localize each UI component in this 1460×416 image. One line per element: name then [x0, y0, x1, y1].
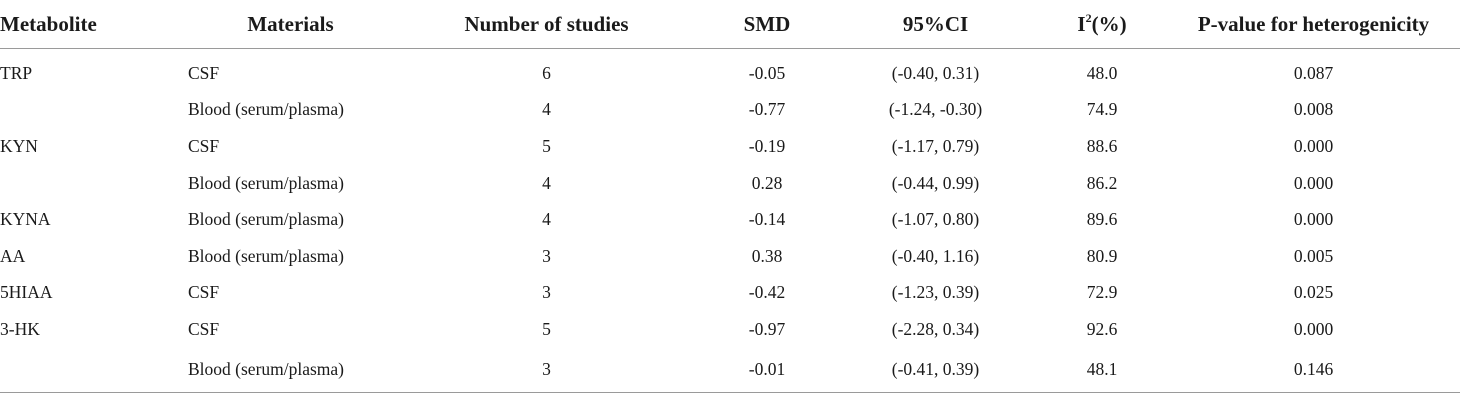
cell-material: CSF: [188, 62, 220, 83]
cell-i-squared: 88.6: [1086, 135, 1118, 156]
header-i-squared: I2(%): [1037, 0, 1167, 49]
cell-metabolite: 3-HK: [0, 318, 40, 339]
table-row: KYNA Blood (serum/plasma) 4 -0.14 (-1.07, 0.…: [0, 201, 1460, 238]
table-row: Blood (serum/plasma) 4 -0.77 (-1.24, -0.30)…: [0, 92, 1460, 129]
header-i-squared-superscript: 2: [1085, 10, 1092, 25]
cell-95ci: (-0.40, 1.16): [891, 245, 980, 266]
table-row: 5HIAA CSF 3 -0.42 (-1.23, 0.39) 72.9 0.025: [0, 275, 1460, 312]
header-materials: Materials: [188, 0, 393, 49]
cell-i-squared: 92.6: [1086, 318, 1118, 339]
cell-smd: 0.38: [751, 245, 783, 266]
cell-metabolite: KYN: [0, 135, 38, 156]
cell-i-squared: 48.1: [1037, 347, 1167, 393]
cell-p-value: 0.025: [1293, 282, 1334, 303]
cell-smd: 0.28: [751, 172, 783, 193]
cell-number-of-studies: 5: [542, 318, 551, 339]
cell-metabolite: [0, 92, 188, 129]
cell-95ci: (-1.17, 0.79): [891, 135, 980, 156]
cell-smd: -0.01: [700, 347, 834, 393]
cell-number-of-studies: 4: [542, 172, 551, 193]
header-number-of-studies: Number of studies: [393, 0, 700, 49]
cell-95ci: (-1.23, 0.39): [891, 282, 980, 303]
cell-material: CSF: [188, 318, 220, 339]
cell-number-of-studies: 4: [542, 99, 551, 120]
cell-material: CSF: [188, 282, 220, 303]
cell-number-of-studies: 6: [542, 62, 551, 83]
cell-95ci: (-0.44, 0.99): [891, 172, 980, 193]
cell-number-of-studies: 4: [542, 209, 551, 230]
cell-number-of-studies: 3: [542, 245, 551, 266]
cell-material: Blood (serum/plasma): [188, 347, 393, 393]
table-row: 3-HK CSF 5 -0.97 (-2.28, 0.34) 92.6 0.000: [0, 311, 1460, 348]
header-smd: SMD: [700, 0, 834, 49]
cell-p-value: 0.005: [1293, 245, 1334, 266]
cell-95ci: (-2.28, 0.34): [891, 318, 980, 339]
table-body: TRP CSF 6 -0.05 (-0.40, 0.31) 48.0 0.087 Blood …: [0, 49, 1460, 393]
cell-number-of-studies: 5: [542, 135, 551, 156]
cell-smd: -0.19: [748, 135, 786, 156]
cell-p-value: 0.087: [1293, 62, 1334, 83]
header-i-squared-base: I: [1077, 11, 1086, 36]
cell-i-squared: 80.9: [1086, 245, 1118, 266]
cell-95ci: (-0.41, 0.39): [834, 347, 1037, 393]
meta-analysis-table: Metabolite Materials Number of studies S…: [0, 0, 1460, 393]
cell-i-squared: 86.2: [1086, 172, 1118, 193]
table-row: TRP CSF 6 -0.05 (-0.40, 0.31) 48.0 0.087: [0, 49, 1460, 92]
cell-p-value: 0.008: [1293, 99, 1334, 120]
header-i-squared-unit: (%): [1091, 11, 1127, 36]
table-row: AA Blood (serum/plasma) 3 0.38 (-0.40, 1.16)…: [0, 238, 1460, 275]
table-row: KYN CSF 5 -0.19 (-1.17, 0.79) 88.6 0.000: [0, 128, 1460, 165]
cell-material: CSF: [188, 135, 220, 156]
cell-p-value: 0.000: [1293, 172, 1334, 193]
cell-metabolite: AA: [0, 245, 26, 266]
header-95ci: 95%CI: [834, 0, 1037, 49]
cell-smd: -0.42: [748, 282, 786, 303]
cell-metabolite: TRP: [0, 62, 33, 83]
cell-i-squared: 89.6: [1086, 209, 1118, 230]
cell-metabolite: KYNA: [0, 209, 51, 230]
cell-number-of-studies: 3: [542, 282, 551, 303]
cell-p-value: 0.146: [1167, 347, 1460, 393]
cell-95ci: (-1.07, 0.80): [891, 209, 980, 230]
meta-analysis-table-container: Metabolite Materials Number of studies S…: [0, 0, 1460, 393]
cell-95ci: (-1.24, -0.30): [888, 99, 983, 120]
header-p-value: P-value for heterogenicity: [1167, 0, 1460, 49]
cell-p-value: 0.000: [1293, 318, 1334, 339]
table-header: Metabolite Materials Number of studies S…: [0, 0, 1460, 49]
cell-i-squared: 48.0: [1086, 62, 1118, 83]
cell-material: Blood (serum/plasma): [188, 245, 345, 266]
table-row: Blood (serum/plasma) 4 0.28 (-0.44, 0.99) 86…: [0, 165, 1460, 202]
cell-material: Blood (serum/plasma): [188, 172, 345, 193]
cell-material: Blood (serum/plasma): [188, 99, 345, 120]
cell-metabolite: 5HIAA: [0, 282, 53, 303]
cell-smd: -0.05: [748, 62, 786, 83]
cell-material: Blood (serum/plasma): [188, 209, 345, 230]
cell-i-squared: 74.9: [1086, 99, 1118, 120]
cell-p-value: 0.000: [1293, 135, 1334, 156]
cell-p-value: 0.000: [1293, 209, 1334, 230]
cell-smd: -0.97: [748, 318, 786, 339]
table-row: Blood (serum/plasma) 3 -0.01 (-0.41, 0.39) 4…: [0, 347, 1460, 393]
header-row: Metabolite Materials Number of studies S…: [0, 0, 1460, 49]
cell-metabolite: [0, 347, 188, 393]
cell-smd: -0.14: [748, 209, 786, 230]
cell-95ci: (-0.40, 0.31): [891, 62, 980, 83]
cell-smd: -0.77: [748, 99, 786, 120]
cell-number-of-studies: 3: [393, 347, 700, 393]
header-metabolite: Metabolite: [0, 0, 188, 49]
cell-i-squared: 72.9: [1086, 282, 1118, 303]
cell-metabolite: [0, 165, 188, 202]
